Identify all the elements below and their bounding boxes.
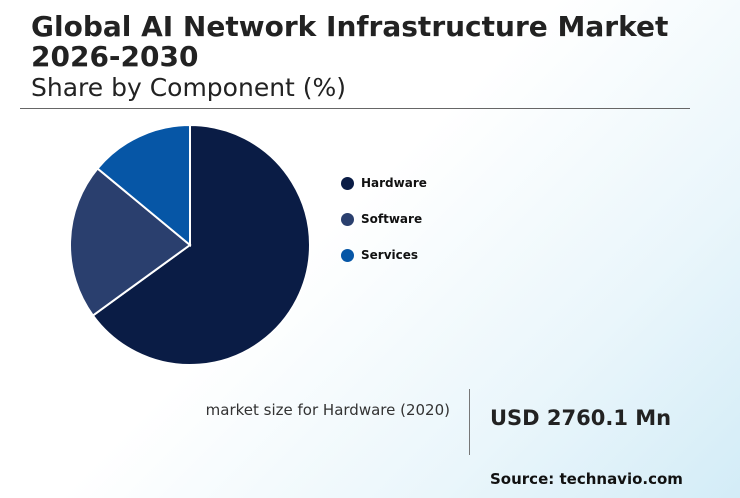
legend-label: Hardware [361,176,427,190]
metric-label: market size for Hardware (2020) [205,401,450,419]
legend-label: Services [361,248,419,262]
pie-slice-software [69,167,192,317]
legend-swatch [341,177,354,190]
legend-swatch [341,213,354,226]
legend-label: Software [361,212,423,226]
metric-divider [469,389,470,455]
title-divider [20,108,690,109]
source-credit: Source: technavio.com [490,470,683,488]
chart-subtitle: Share by Component (%) [31,73,347,102]
legend-swatch [341,249,354,262]
metric-value: USD 2760.1 Mn [490,406,672,430]
pie-slice-services [96,123,191,248]
chart-title: Global AI Network Infrastructure Market … [31,10,669,73]
pie-slice-hardware [91,123,311,366]
